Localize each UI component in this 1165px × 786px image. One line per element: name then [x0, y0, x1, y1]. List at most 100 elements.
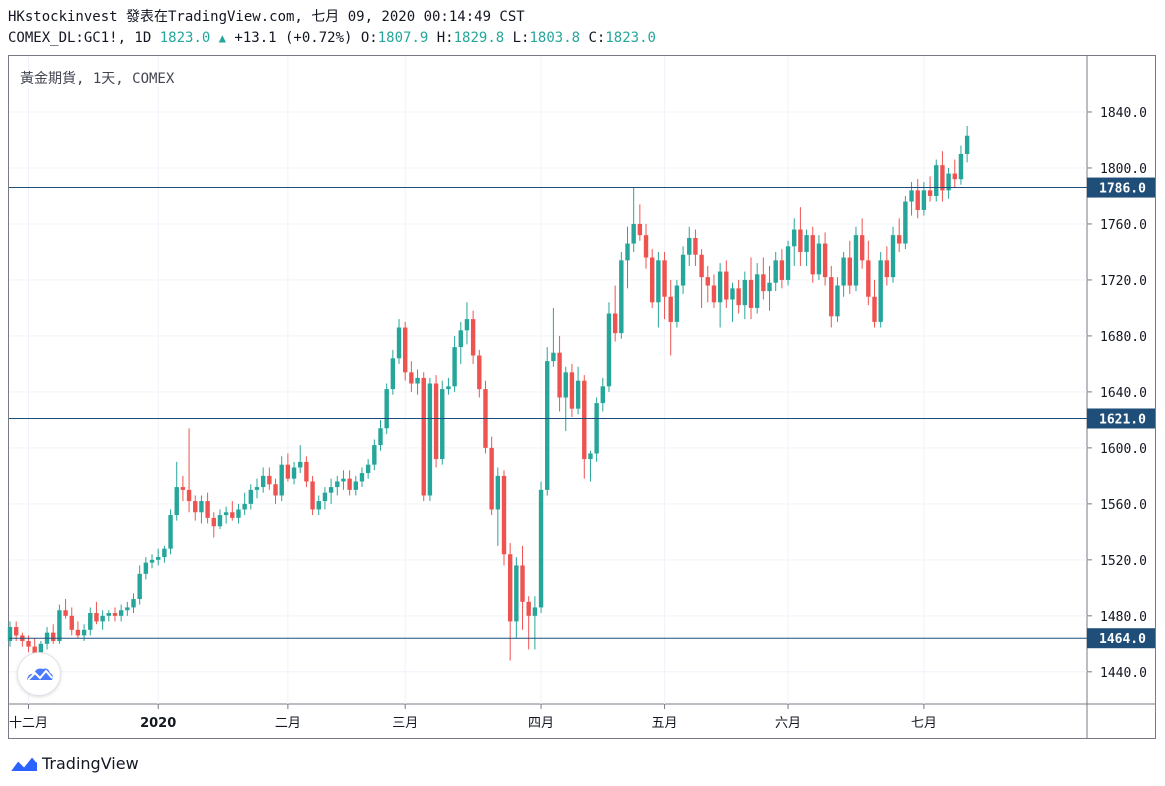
level-label: 1464.0 — [1099, 632, 1146, 647]
candle-body — [810, 235, 815, 275]
candle-body — [378, 428, 383, 446]
x-tick-label: 六月 — [775, 716, 801, 731]
candle-body — [903, 201, 908, 244]
candle-body — [495, 475, 501, 510]
candle-body — [458, 330, 463, 348]
candle-body — [779, 260, 785, 280]
candle-body — [193, 501, 198, 513]
open-value: 1807.9 — [377, 30, 429, 46]
candle-body — [619, 260, 624, 334]
candle-body — [637, 223, 643, 236]
candle-body — [600, 386, 605, 404]
candle-body — [526, 601, 531, 616]
candle-body — [38, 643, 44, 656]
candle-body — [310, 481, 315, 510]
candle-body — [656, 260, 661, 303]
y-tick-label: 1560.0 — [1100, 498, 1147, 513]
candle-body — [223, 512, 229, 516]
candle-body — [291, 467, 297, 479]
candle-body — [927, 190, 933, 196]
candle-body — [254, 487, 260, 490]
candle-body — [588, 453, 593, 460]
y-tick-label: 1440.0 — [1100, 666, 1147, 681]
candle-body — [798, 229, 803, 252]
candle-body — [520, 565, 525, 602]
candle-body — [279, 464, 284, 496]
candle-body — [75, 629, 81, 636]
candle-body — [477, 355, 482, 390]
candle-body — [470, 319, 476, 356]
x-tick-label: 四月 — [528, 716, 554, 731]
candle-body — [353, 481, 358, 490]
level-label-bg — [1087, 177, 1155, 198]
candle-body — [551, 352, 556, 362]
candle-body — [940, 165, 945, 191]
candle-body — [137, 573, 142, 600]
candle-body — [557, 352, 562, 398]
candle-body — [390, 358, 396, 390]
y-tick-label: 1840.0 — [1100, 106, 1147, 121]
candle-body — [754, 274, 760, 308]
candle-body — [365, 464, 371, 474]
y-tick-label: 1480.0 — [1100, 610, 1147, 625]
instrument-title: 黃金期貨, 1天, COMEX — [20, 71, 175, 87]
candle-body — [693, 237, 698, 255]
candle-body — [822, 243, 828, 278]
candle-body — [131, 599, 136, 608]
candle-body — [316, 501, 321, 510]
candle-body — [63, 610, 68, 616]
candle-body — [909, 190, 914, 202]
candle-body — [322, 492, 328, 502]
candle-body — [260, 475, 266, 488]
tradingview-badge[interactable] — [17, 652, 61, 696]
candle-body — [359, 473, 365, 482]
candle-body — [872, 296, 877, 322]
candle-body — [501, 475, 507, 555]
candle-body — [859, 235, 865, 261]
candle-body — [890, 235, 896, 278]
candle-body — [205, 501, 210, 518]
footer: TradingView — [8, 751, 139, 775]
candle-body — [94, 613, 99, 622]
candle-body — [403, 327, 408, 373]
candle-body — [7, 627, 13, 642]
high-label: H: — [436, 30, 454, 46]
candle-body — [125, 607, 130, 611]
open-label: O: — [360, 30, 378, 46]
candle-body — [847, 257, 852, 286]
candle-body — [335, 481, 340, 488]
close-value: 1823.0 — [605, 30, 656, 46]
candle-body — [440, 389, 445, 460]
candle-body — [699, 254, 704, 278]
candle-body — [668, 296, 673, 322]
y-tick-label: 1600.0 — [1100, 442, 1147, 457]
candle-body — [545, 361, 550, 490]
x-tick-label: 五月 — [652, 716, 678, 731]
candle-body — [100, 615, 105, 622]
up-triangle-icon: ▲ — [218, 31, 226, 45]
candle-body — [773, 260, 778, 283]
candle-body — [489, 447, 494, 510]
candle-body — [964, 135, 970, 154]
chart-frame — [8, 55, 1156, 739]
candle-body — [829, 277, 834, 317]
candle-body — [582, 380, 587, 460]
candle-body — [816, 243, 822, 275]
candle-body — [934, 165, 939, 196]
y-tick-label: 1640.0 — [1100, 386, 1147, 401]
candle-body — [106, 613, 111, 616]
level-label: 1786.0 — [1099, 182, 1146, 197]
close-label: C: — [588, 30, 606, 46]
candle-body — [384, 389, 389, 429]
candle-body — [162, 548, 167, 558]
tradingview-logo-icon — [9, 754, 38, 772]
cloud-logo-icon — [27, 668, 53, 681]
candle-body — [514, 565, 519, 622]
y-tick-label: 1800.0 — [1100, 162, 1147, 177]
candle-body — [156, 557, 161, 560]
candle-body — [767, 282, 772, 292]
candle-body — [409, 372, 414, 384]
candle-body — [242, 503, 247, 510]
high-value: 1829.8 — [453, 30, 505, 46]
